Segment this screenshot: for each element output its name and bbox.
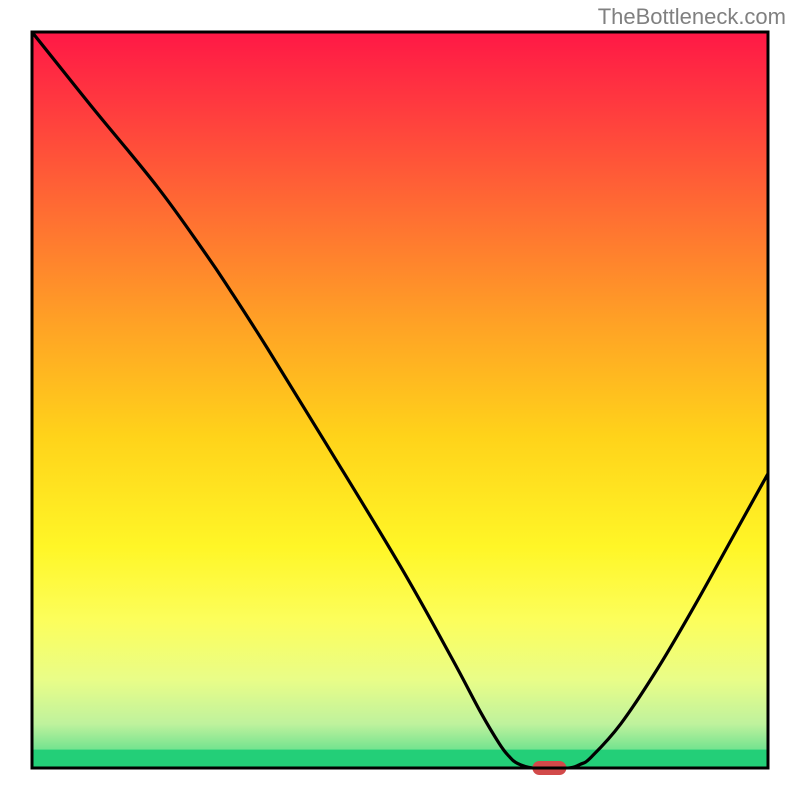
watermark-text: TheBottleneck.com <box>598 4 786 30</box>
plot-background-gradient <box>32 32 768 768</box>
chart-svg <box>0 0 800 800</box>
plot-green-band <box>32 750 768 768</box>
chart-container: TheBottleneck.com <box>0 0 800 800</box>
